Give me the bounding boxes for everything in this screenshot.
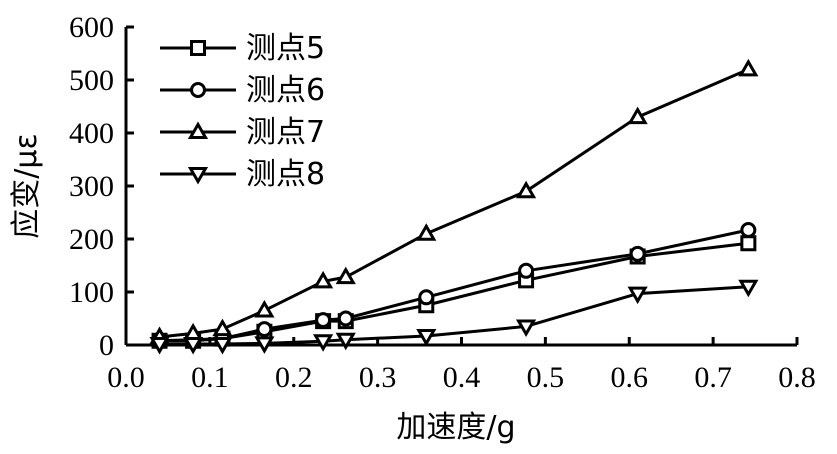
x-tick-label: 0.3 (359, 361, 397, 394)
x-tick-label: 0.8 (778, 361, 816, 394)
data-point (416, 328, 437, 347)
data-point (418, 289, 435, 306)
data-point (335, 332, 356, 351)
y-tick-label: 400 (69, 117, 114, 150)
data-point (254, 336, 275, 354)
y-axis-title: 应变/με (9, 133, 44, 238)
data-point (740, 235, 757, 252)
data-point (337, 310, 354, 327)
x-tick-label: 0.7 (694, 361, 732, 394)
data-point (313, 334, 334, 352)
legend-label: 测点6 (246, 73, 325, 108)
legend-item: 测点7 (160, 115, 325, 150)
y-tick-label: 100 (69, 276, 114, 309)
data-point (335, 266, 356, 285)
y-tick-label: 0 (99, 329, 114, 362)
x-tick-label: 0.4 (443, 361, 481, 394)
legend-label: 测点8 (246, 157, 325, 192)
series-2 (151, 221, 757, 349)
legend-marker (190, 82, 206, 98)
series-3 (149, 58, 759, 345)
data-point (627, 106, 648, 125)
data-point (254, 300, 275, 318)
series-4 (149, 279, 759, 355)
data-point (149, 336, 170, 355)
data-point (183, 336, 204, 355)
series-line (159, 68, 749, 339)
data-point (515, 180, 537, 199)
data-point (416, 223, 437, 241)
data-point (313, 270, 334, 289)
series-line (159, 228, 749, 343)
x-tick-label: 0.1 (191, 361, 229, 394)
y-tick-label: 600 (69, 11, 114, 44)
plot-area: 0.0 0.1 0.2 0.3 0.4 0.5 0.6 0.7 0.8 0 100 200 300 400… (69, 11, 816, 394)
legend-marker (187, 121, 209, 139)
x-tick-label: 0.5 (527, 361, 565, 394)
axis-ticks: 0.0 0.1 0.2 0.3 0.4 0.5 0.6 0.7 0.8 0 100 200 300 400… (69, 11, 816, 394)
data-point (256, 321, 273, 338)
data-point (629, 245, 646, 262)
data-point (515, 319, 537, 337)
x-axis-title: 加速度/g (396, 410, 515, 445)
data-point (212, 318, 233, 337)
y-tick-label: 300 (69, 170, 114, 203)
legend-label: 测点7 (246, 115, 325, 150)
legend-item: 测点8 (160, 157, 325, 192)
data-point (738, 58, 759, 77)
legend-item: 测点5 (160, 31, 325, 66)
data-point (627, 286, 648, 305)
legend-marker (190, 40, 206, 56)
series-layer (149, 58, 759, 355)
data-point (315, 312, 332, 329)
data-point (212, 336, 233, 355)
x-tick-label: 0.6 (611, 361, 649, 394)
data-point (740, 221, 757, 238)
x-tick-label: 0.2 (275, 361, 313, 394)
y-tick-label: 200 (69, 223, 114, 256)
x-tick-label: 0.0 (107, 361, 145, 394)
legend-item: 测点6 (160, 73, 325, 108)
data-point (518, 262, 535, 279)
data-point (183, 322, 204, 341)
data-point (738, 279, 759, 298)
legend-marker (187, 167, 209, 185)
y-tick-label: 500 (69, 64, 114, 97)
legend: 测点5 测点6 测点7 测点8 (160, 31, 325, 192)
legend-label: 测点5 (246, 31, 325, 66)
series-line (159, 285, 749, 346)
